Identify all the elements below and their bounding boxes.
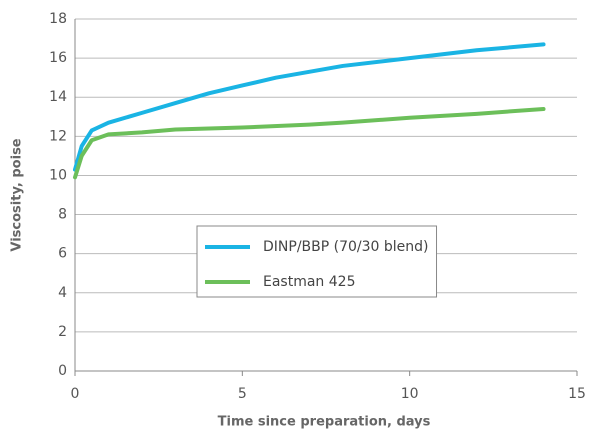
x-tick-label: 5 bbox=[238, 386, 247, 402]
x-tick-label: 15 bbox=[568, 386, 586, 402]
y-axis-title: Viscosity, poise bbox=[10, 138, 25, 251]
y-tick-label: 6 bbox=[58, 246, 67, 262]
y-tick-label: 18 bbox=[49, 11, 67, 27]
x-axis-title: Time since preparation, days bbox=[218, 415, 431, 430]
legend-label: DINP/BBP (70/30 blend) bbox=[263, 239, 429, 255]
x-tick-label: 0 bbox=[71, 386, 80, 402]
y-tick-label: 8 bbox=[58, 207, 67, 223]
legend-box bbox=[196, 225, 438, 298]
y-tick-label: 2 bbox=[58, 324, 67, 340]
y-tick-label: 16 bbox=[49, 50, 67, 66]
line bbox=[73, 42, 546, 172]
y-tick-label: 4 bbox=[58, 285, 67, 301]
legend-label: Eastman 425 bbox=[263, 274, 355, 290]
y-tick-label: 12 bbox=[49, 128, 67, 144]
y-tick-label: 14 bbox=[49, 89, 67, 105]
x-tick-label: 10 bbox=[401, 386, 419, 402]
y-tick-label: 10 bbox=[49, 167, 67, 183]
line bbox=[73, 106, 546, 180]
y-tick-label: 0 bbox=[58, 363, 67, 379]
